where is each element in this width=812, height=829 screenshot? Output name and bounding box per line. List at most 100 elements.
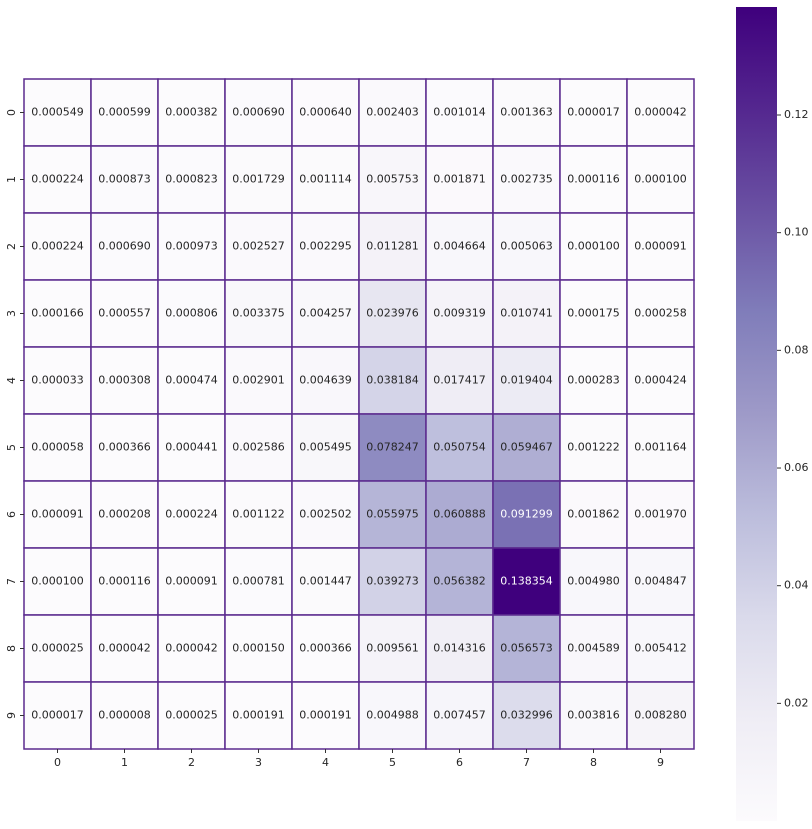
cell-label: 0.059467 bbox=[500, 441, 553, 454]
heatmap-cell bbox=[358, 145, 427, 214]
heatmap-cell bbox=[358, 480, 427, 549]
cell-label: 0.001970 bbox=[634, 508, 687, 521]
x-tick-label: 2 bbox=[188, 756, 195, 769]
cell-label: 0.000308 bbox=[98, 374, 151, 387]
heatmap-cell bbox=[626, 78, 695, 147]
colorbar-tick-label: 0.10 bbox=[784, 226, 809, 239]
cell-label: 0.000116 bbox=[98, 575, 151, 588]
cell-label: 0.000175 bbox=[567, 307, 620, 320]
heatmap-cell bbox=[425, 212, 494, 281]
cell-label: 0.004589 bbox=[567, 642, 620, 655]
heatmap-cell bbox=[626, 480, 695, 549]
heatmap-cell bbox=[425, 480, 494, 549]
cell-label: 0.000424 bbox=[634, 374, 687, 387]
x-tick-label: 0 bbox=[54, 756, 61, 769]
cell-label: 0.000025 bbox=[165, 709, 218, 722]
heatmap-cell bbox=[559, 681, 628, 750]
heatmap-cell bbox=[90, 346, 159, 415]
cell-label: 0.000366 bbox=[299, 642, 352, 655]
heatmap-cell bbox=[358, 279, 427, 348]
cell-label: 0.050754 bbox=[433, 441, 486, 454]
heatmap-cell bbox=[224, 413, 293, 482]
heatmap-cell bbox=[23, 212, 92, 281]
cell-label: 0.019404 bbox=[500, 374, 553, 387]
heatmap-cell bbox=[559, 212, 628, 281]
heatmap-cell bbox=[425, 547, 494, 616]
heatmap-cell bbox=[559, 547, 628, 616]
heatmap-cell bbox=[291, 413, 360, 482]
cell-label: 0.001164 bbox=[634, 441, 687, 454]
cell-label: 0.000599 bbox=[98, 106, 151, 119]
x-tick-label: 6 bbox=[456, 756, 463, 769]
cell-label: 0.005412 bbox=[634, 642, 687, 655]
heatmap-cell bbox=[358, 547, 427, 616]
cell-label: 0.138354 bbox=[500, 575, 553, 588]
y-tick-label: 5 bbox=[5, 444, 18, 451]
cell-label: 0.000191 bbox=[299, 709, 352, 722]
x-tick-label: 9 bbox=[657, 756, 664, 769]
cell-label: 0.000557 bbox=[98, 307, 151, 320]
heatmap-cell bbox=[224, 614, 293, 683]
heatmap-cell bbox=[492, 346, 561, 415]
heatmap-cell bbox=[358, 681, 427, 750]
cell-label: 0.005063 bbox=[500, 240, 553, 253]
cell-label: 0.000640 bbox=[299, 106, 352, 119]
heatmap-cell bbox=[291, 614, 360, 683]
cell-label: 0.003816 bbox=[567, 709, 620, 722]
cell-label: 0.017417 bbox=[433, 374, 486, 387]
cell-label: 0.000091 bbox=[31, 508, 84, 521]
heatmap-cell bbox=[559, 145, 628, 214]
heatmap-cell bbox=[291, 681, 360, 750]
cell-label: 0.000258 bbox=[634, 307, 687, 320]
cell-label: 0.000191 bbox=[232, 709, 285, 722]
heatmap-cell bbox=[358, 78, 427, 147]
heatmap-cell bbox=[23, 413, 92, 482]
cell-label: 0.000033 bbox=[31, 374, 84, 387]
colorbar-tick-label: 0.02 bbox=[784, 696, 809, 709]
cell-label: 0.004847 bbox=[634, 575, 687, 588]
cell-label: 0.000042 bbox=[634, 106, 687, 119]
heatmap-cell bbox=[224, 547, 293, 616]
heatmap-cell bbox=[626, 547, 695, 616]
cell-label: 0.009319 bbox=[433, 307, 486, 320]
heatmap-cell bbox=[157, 413, 226, 482]
heatmap-cell bbox=[425, 145, 494, 214]
cell-label: 0.005753 bbox=[366, 173, 419, 186]
cell-label: 0.008280 bbox=[634, 709, 687, 722]
cell-label: 0.002527 bbox=[232, 240, 285, 253]
cell-label: 0.000008 bbox=[98, 709, 151, 722]
heatmap-cell bbox=[492, 547, 561, 616]
cell-label: 0.001363 bbox=[500, 106, 553, 119]
cell-label: 0.000224 bbox=[31, 173, 84, 186]
y-tick-label: 6 bbox=[5, 511, 18, 518]
cell-label: 0.007457 bbox=[433, 709, 486, 722]
cell-label: 0.001114 bbox=[299, 173, 352, 186]
cell-label: 0.039273 bbox=[366, 575, 419, 588]
heatmap-cell bbox=[90, 614, 159, 683]
heatmap-cell bbox=[157, 346, 226, 415]
cell-label: 0.000100 bbox=[31, 575, 84, 588]
cell-label: 0.000441 bbox=[165, 441, 218, 454]
cell-label: 0.000042 bbox=[98, 642, 151, 655]
cell-label: 0.004980 bbox=[567, 575, 620, 588]
cell-label: 0.003375 bbox=[232, 307, 285, 320]
cell-label: 0.001729 bbox=[232, 173, 285, 186]
cell-label: 0.060888 bbox=[433, 508, 486, 521]
cell-label: 0.000042 bbox=[165, 642, 218, 655]
colorbar-tick-label: 0.04 bbox=[784, 579, 809, 592]
cell-label: 0.000382 bbox=[165, 106, 218, 119]
y-tick-label: 0 bbox=[5, 109, 18, 116]
cell-label: 0.000366 bbox=[98, 441, 151, 454]
cell-label: 0.000100 bbox=[634, 173, 687, 186]
cell-label: 0.038184 bbox=[366, 374, 419, 387]
cell-label: 0.000116 bbox=[567, 173, 620, 186]
heatmap-cell bbox=[425, 346, 494, 415]
heatmap-cell bbox=[291, 346, 360, 415]
heatmap-cell bbox=[157, 212, 226, 281]
heatmap-cell bbox=[626, 346, 695, 415]
cell-label: 0.011281 bbox=[366, 240, 419, 253]
heatmap-cell bbox=[492, 212, 561, 281]
cell-label: 0.001014 bbox=[433, 106, 486, 119]
cell-label: 0.002295 bbox=[299, 240, 352, 253]
cell-label: 0.000283 bbox=[567, 374, 620, 387]
